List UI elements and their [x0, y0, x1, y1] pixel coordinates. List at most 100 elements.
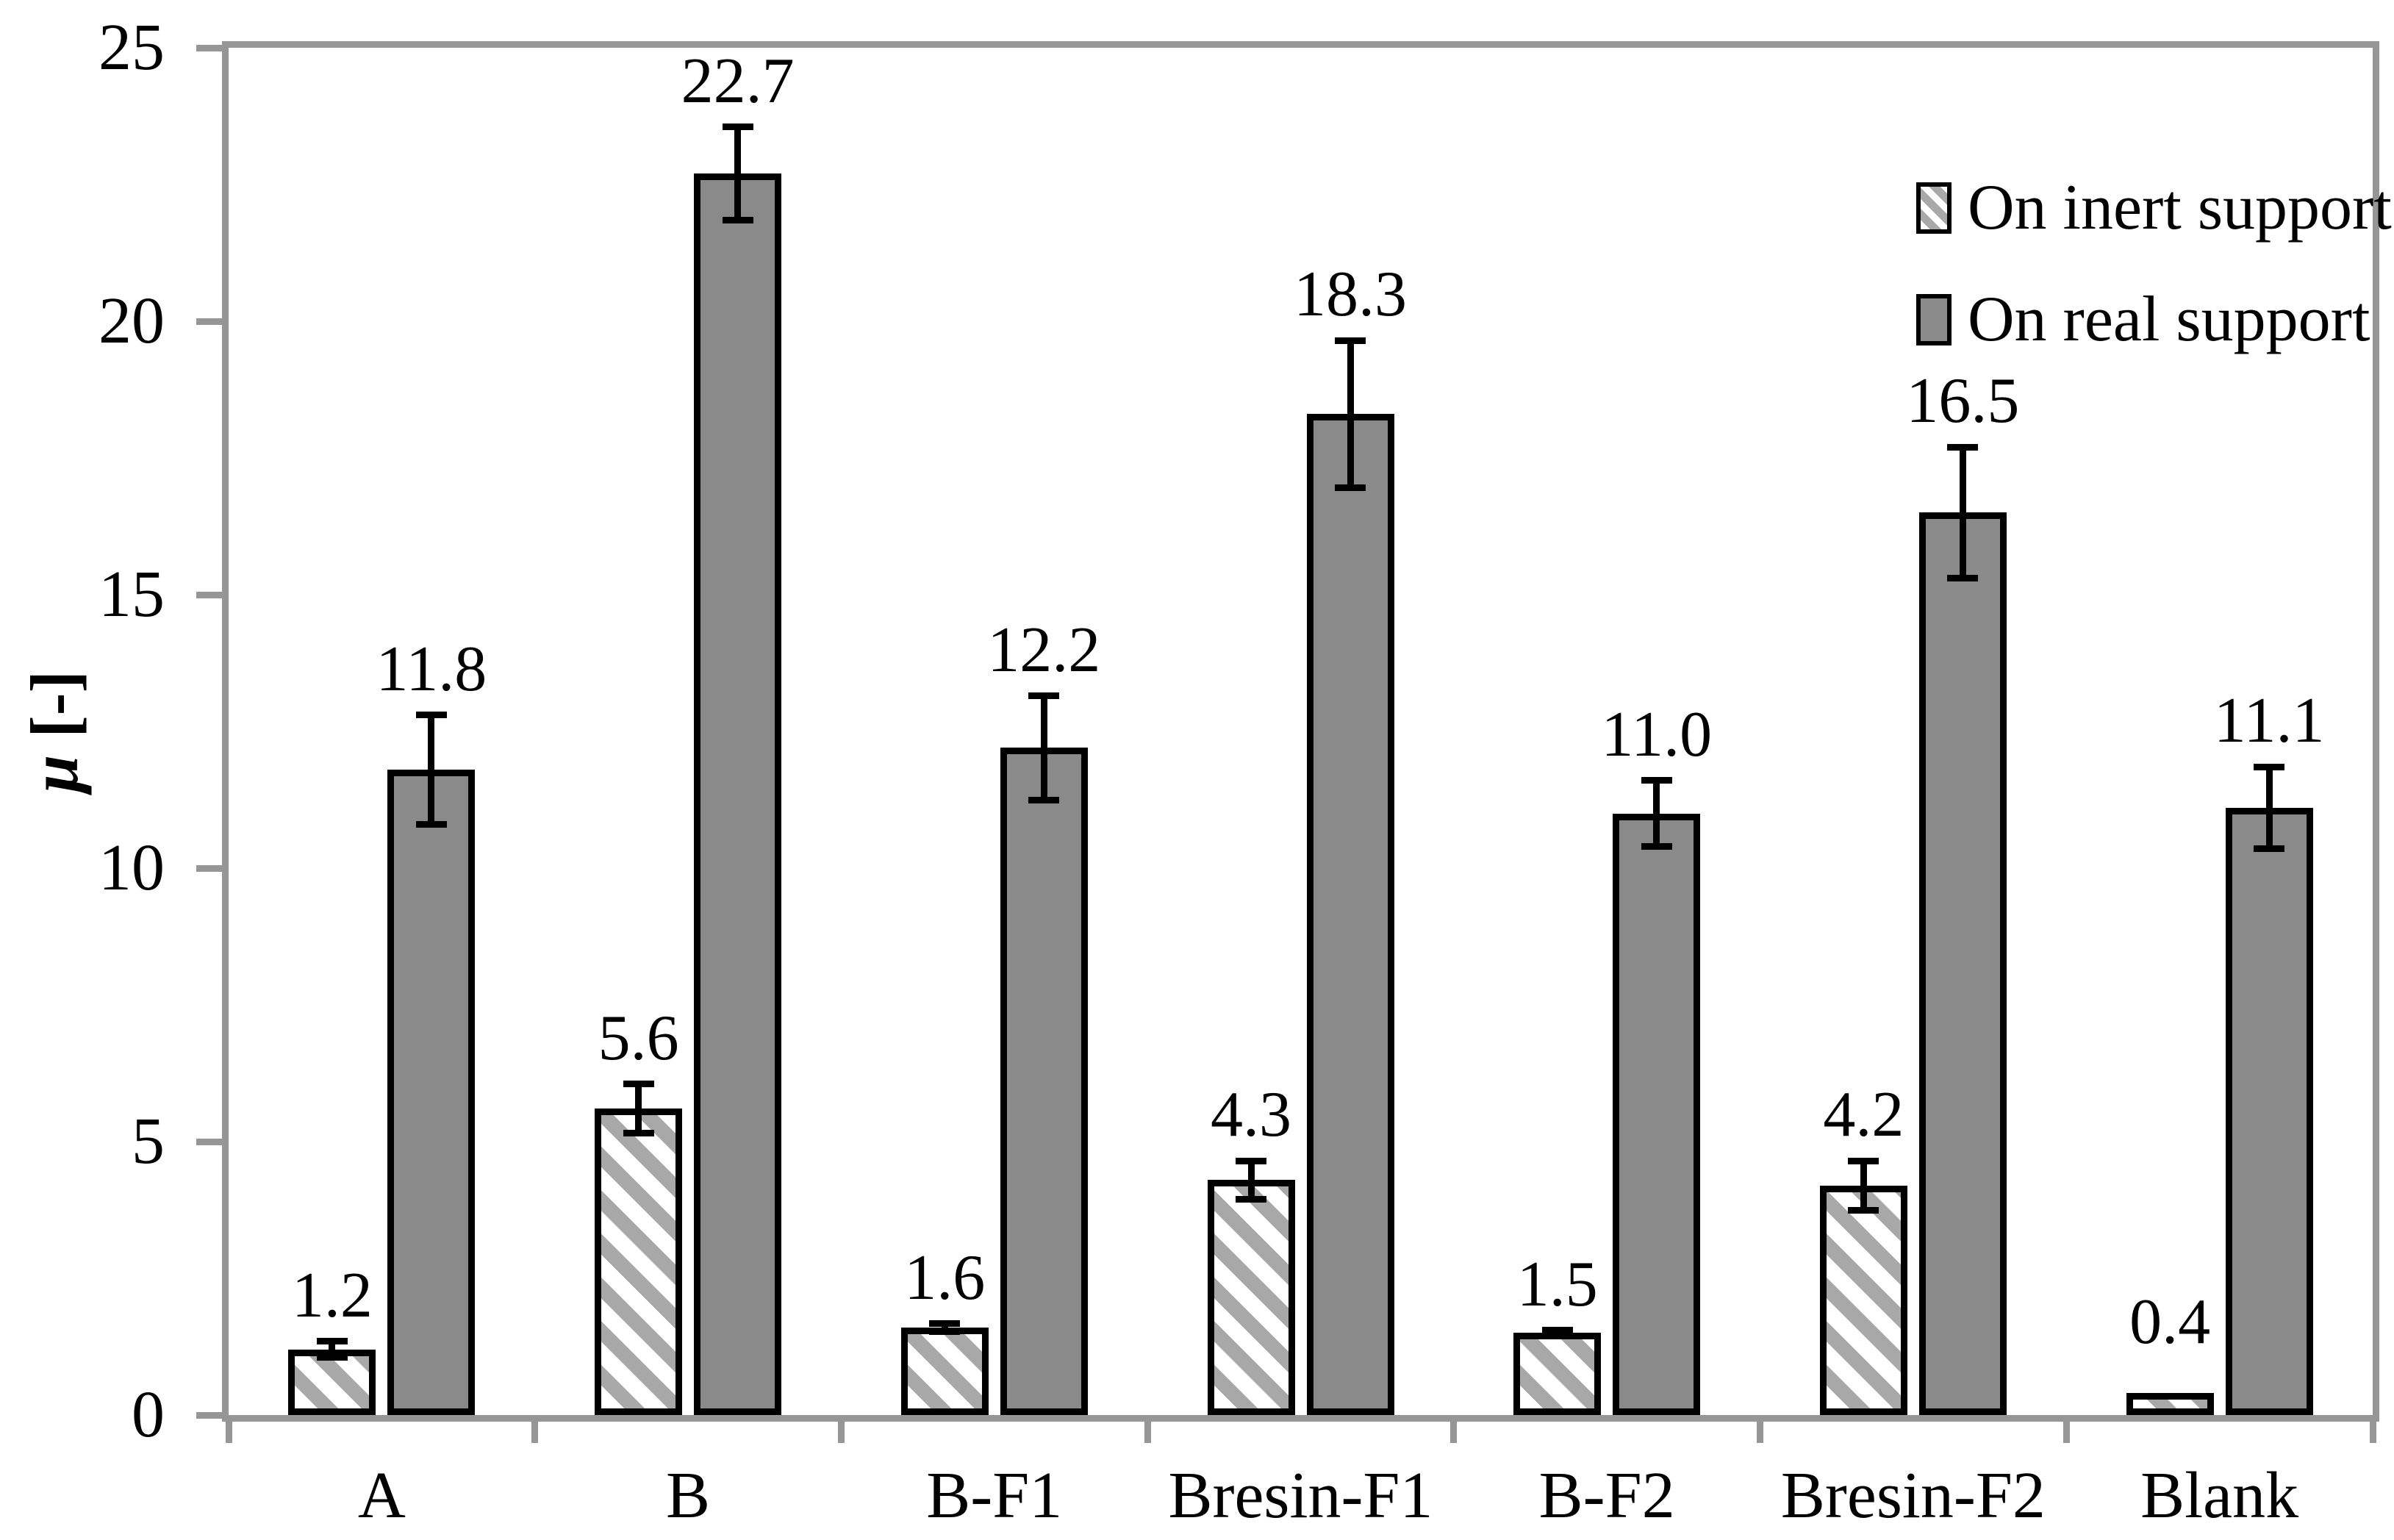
bar-value-label: 4.2 [1823, 1079, 1904, 1151]
bar-value-label: 18.3 [1294, 259, 1407, 331]
legend-label-real: On real support [1968, 284, 2370, 355]
bar-value-label: 1.6 [904, 1242, 986, 1314]
y-axis-symbol: μ [17, 754, 92, 793]
x-category-label: A [357, 1459, 406, 1532]
error-bar-cap-top [1848, 1157, 1879, 1164]
x-tick [837, 1415, 845, 1443]
bar-value-label: 22.7 [681, 45, 795, 117]
x-category-label: B [666, 1459, 711, 1532]
error-bar-line [329, 1341, 336, 1358]
error-bar-line [1247, 1161, 1255, 1200]
error-bar-cap-bottom [316, 1354, 348, 1361]
error-bar-cap-top [1541, 1327, 1573, 1334]
legend-item-inert: On inert support [1916, 173, 2392, 243]
y-tick [196, 44, 226, 51]
bar-value-label: 12.2 [987, 614, 1101, 686]
error-bar-cap-bottom [1236, 1195, 1266, 1203]
error-bar-cap-top [2254, 763, 2285, 770]
legend-swatch-solid [1916, 294, 1952, 345]
x-category-label: B-F1 [926, 1459, 1063, 1532]
x-tick [1450, 1415, 1458, 1443]
y-tick [196, 1411, 226, 1419]
error-bar-line [1347, 340, 1354, 488]
error-bar-cap-bottom [722, 216, 753, 223]
error-bar-line [635, 1084, 642, 1133]
y-tick-label: 25 [98, 11, 165, 84]
bar-solid-B [694, 173, 782, 1415]
y-tick-label: 0 [132, 1378, 165, 1451]
y-tick [196, 864, 226, 872]
error-bar-cap-top [1641, 777, 1672, 784]
y-tick [196, 318, 226, 325]
bar-hatched-Bresin-F2 [1819, 1185, 1907, 1415]
error-bar-cap-top [1335, 337, 1366, 344]
plot-area: 1.2 5.6 1.6 4.3 1.5 4.2 0.4 11.8 22.7 12.2 18.3 11.… [222, 41, 2392, 1422]
error-bar-line [1653, 780, 1660, 847]
error-bar-cap-bottom [1848, 1206, 1879, 1214]
y-tick-label: 15 [98, 558, 165, 631]
x-tick [225, 1415, 232, 1443]
y-tick-label: 10 [98, 831, 165, 904]
x-tick [1757, 1415, 1764, 1443]
y-tick-label: 20 [98, 284, 165, 357]
bar-hatched-B-F2 [1513, 1333, 1602, 1415]
legend: On inert support On real support [1916, 173, 2392, 396]
error-bar-line [2265, 767, 2273, 849]
x-category-label: Bresin-F1 [1168, 1459, 1433, 1532]
bar-value-label: 4.3 [1211, 1079, 1291, 1151]
x-tick [2063, 1415, 2070, 1443]
error-bar-cap-top [316, 1338, 348, 1345]
error-bar-cap-bottom [1335, 484, 1366, 492]
error-bar-cap-bottom [623, 1130, 654, 1137]
y-axis-unit: [-] [17, 670, 92, 738]
x-tick [2369, 1415, 2376, 1443]
bar-value-label: 5.6 [598, 1002, 679, 1074]
error-bar-cap-bottom [1541, 1332, 1573, 1339]
error-bar-line [1040, 695, 1047, 800]
x-tick [1144, 1415, 1151, 1443]
error-bar-cap-bottom [415, 820, 447, 828]
bar-value-label: 0.4 [2129, 1286, 2211, 1358]
bar-hatched-Blank [2126, 1393, 2214, 1415]
x-tick [531, 1415, 539, 1443]
bar-solid-B-F2 [1613, 813, 1701, 1415]
error-bar-cap-top [415, 712, 447, 719]
bar-hatched-B [595, 1109, 683, 1415]
y-tick [196, 591, 226, 598]
y-tick [196, 1138, 226, 1145]
error-bar-cap-top [929, 1320, 961, 1328]
legend-swatch-hatched [1916, 182, 1952, 234]
plot-inner: 1.2 5.6 1.6 4.3 1.5 4.2 0.4 11.8 22.7 12.2 18.3 11.… [229, 48, 2373, 1415]
legend-item-real: On real support [1916, 284, 2392, 355]
error-bar-cap-bottom [1028, 796, 1060, 803]
error-bar-cap-top [722, 123, 753, 131]
error-bar-cap-bottom [1641, 842, 1672, 850]
bar-solid-A [387, 770, 476, 1415]
error-bar-line [734, 126, 742, 221]
error-bar-line [428, 715, 435, 825]
bar-value-label: 11.8 [376, 633, 487, 705]
x-category-label: B-F2 [1538, 1459, 1675, 1532]
bar-value-label: 1.2 [291, 1259, 373, 1331]
error-bar-cap-top [1236, 1157, 1266, 1164]
bar-value-label: 1.5 [1516, 1248, 1598, 1320]
error-bar-cap-bottom [1947, 575, 1979, 582]
bar-hatched-Bresin-F1 [1207, 1180, 1295, 1415]
error-bar-cap-top [623, 1081, 654, 1088]
x-category-label: Blank [2140, 1459, 2299, 1532]
error-bar-line [1860, 1161, 1867, 1210]
error-bar-cap-top [1028, 692, 1060, 700]
error-bar-cap-bottom [2254, 845, 2285, 853]
bar-solid-B-F1 [1000, 748, 1088, 1415]
bar-value-label: 11.0 [1601, 698, 1713, 770]
bar-solid-Bresin-F2 [1918, 512, 2007, 1415]
legend-label-inert: On inert support [1968, 172, 2392, 243]
bar-solid-Bresin-F1 [1306, 414, 1394, 1415]
x-category-label: Bresin-F2 [1780, 1459, 2046, 1532]
error-bar-line [1959, 447, 1966, 579]
error-bar-line [941, 1323, 948, 1332]
bar-hatched-B-F1 [900, 1327, 989, 1415]
y-tick-label: 5 [132, 1105, 165, 1178]
error-bar-cap-bottom [929, 1328, 961, 1335]
